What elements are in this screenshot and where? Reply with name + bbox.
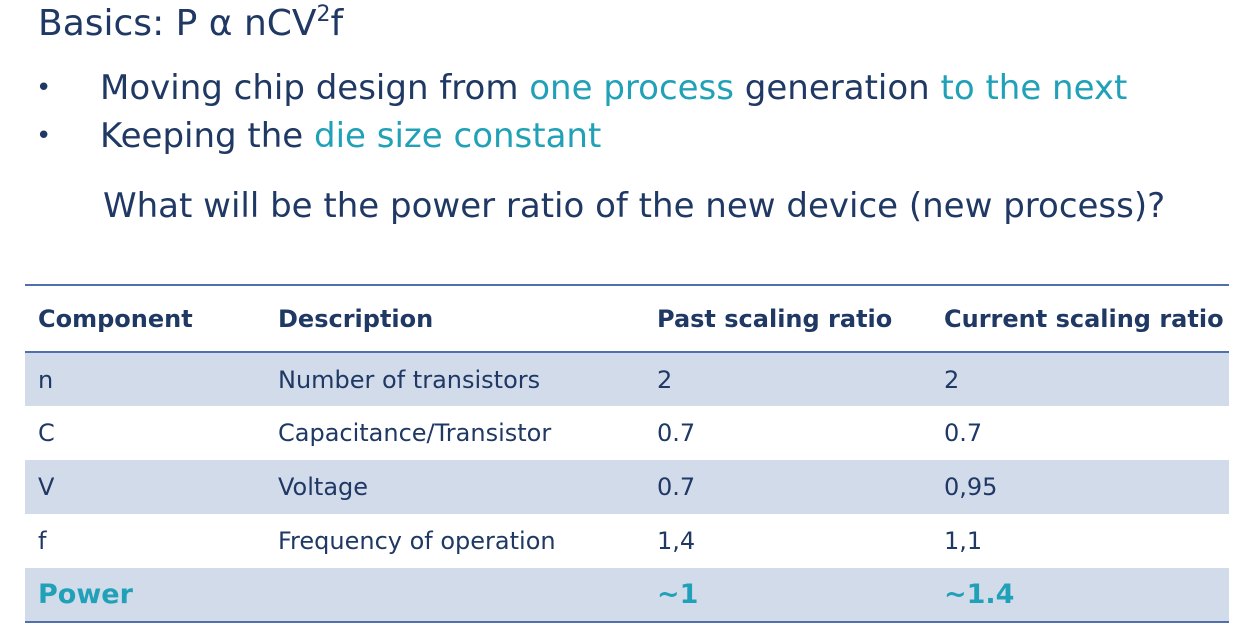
- cell-component: V: [38, 473, 55, 501]
- cell-component: C: [38, 419, 55, 447]
- cell-description: Frequency of operation: [278, 527, 556, 555]
- table-row: C Capacitance/Transistor 0.7 0.7: [25, 406, 1229, 460]
- table-total-row: Power ~1 ~1.4: [25, 568, 1229, 622]
- title-suffix: f: [330, 3, 344, 44]
- slide-title: Basics: P α nCV2f: [38, 2, 343, 46]
- bullet-item-1: • Moving chip design from one process ge…: [36, 64, 1127, 112]
- bullet-highlight: one process: [529, 68, 734, 108]
- title-prefix: Basics: P α nCV: [38, 3, 317, 44]
- bullet-text: Keeping the die size constant: [100, 116, 601, 156]
- cell-component: n: [38, 365, 54, 394]
- cell-current-ratio: 2: [944, 365, 960, 394]
- header-component: Component: [38, 304, 193, 333]
- cell-description: Number of transistors: [278, 365, 541, 394]
- table-header-row: Component Description Past scaling ratio…: [25, 285, 1229, 352]
- bullet-list: • Moving chip design from one process ge…: [36, 64, 1127, 160]
- cell-current-ratio: 0,95: [944, 473, 998, 501]
- header-past-ratio: Past scaling ratio: [657, 304, 893, 333]
- table-row: n Number of transistors 2 2: [25, 352, 1229, 406]
- bullet-text: Moving chip design from one process gene…: [100, 68, 1127, 108]
- cell-current-ratio: 0.7: [944, 419, 983, 447]
- bullet-item-2: • Keeping the die size constant: [36, 112, 1127, 160]
- cell-past-ratio: 0.7: [657, 473, 696, 501]
- header-current-ratio: Current scaling ratio: [944, 304, 1224, 333]
- cell-description: Capacitance/Transistor: [278, 419, 552, 447]
- cell-current-ratio: 1,1: [944, 527, 983, 555]
- header-description: Description: [278, 304, 434, 333]
- scaling-table: Component Description Past scaling ratio…: [25, 284, 1229, 623]
- cell-past-ratio: 0.7: [657, 419, 696, 447]
- bullet-icon: •: [36, 73, 52, 103]
- table-row: f Frequency of operation 1,4 1,1: [25, 514, 1229, 568]
- bullet-icon: •: [36, 121, 52, 151]
- table-row: V Voltage 0.7 0,95: [25, 460, 1229, 514]
- cell-description: Voltage: [278, 473, 369, 501]
- bullet-highlight: to the next: [940, 68, 1128, 108]
- bullet-highlight: die size constant: [314, 116, 602, 156]
- bullet-text-part: Moving chip design from: [100, 68, 530, 108]
- cell-total-current: ~1.4: [944, 579, 1015, 610]
- cell-total-description: [265, 568, 644, 622]
- cell-past-ratio: 1,4: [657, 527, 696, 555]
- question-text: What will be the power ratio of the new …: [103, 186, 1166, 226]
- cell-component: f: [38, 527, 47, 555]
- bullet-text-part: Keeping the: [100, 116, 315, 156]
- cell-total-past: ~1: [657, 579, 699, 610]
- title-superscript: 2: [316, 2, 331, 27]
- bullet-text-part: generation: [733, 68, 941, 108]
- cell-past-ratio: 2: [657, 365, 673, 394]
- cell-total-label: Power: [38, 579, 133, 610]
